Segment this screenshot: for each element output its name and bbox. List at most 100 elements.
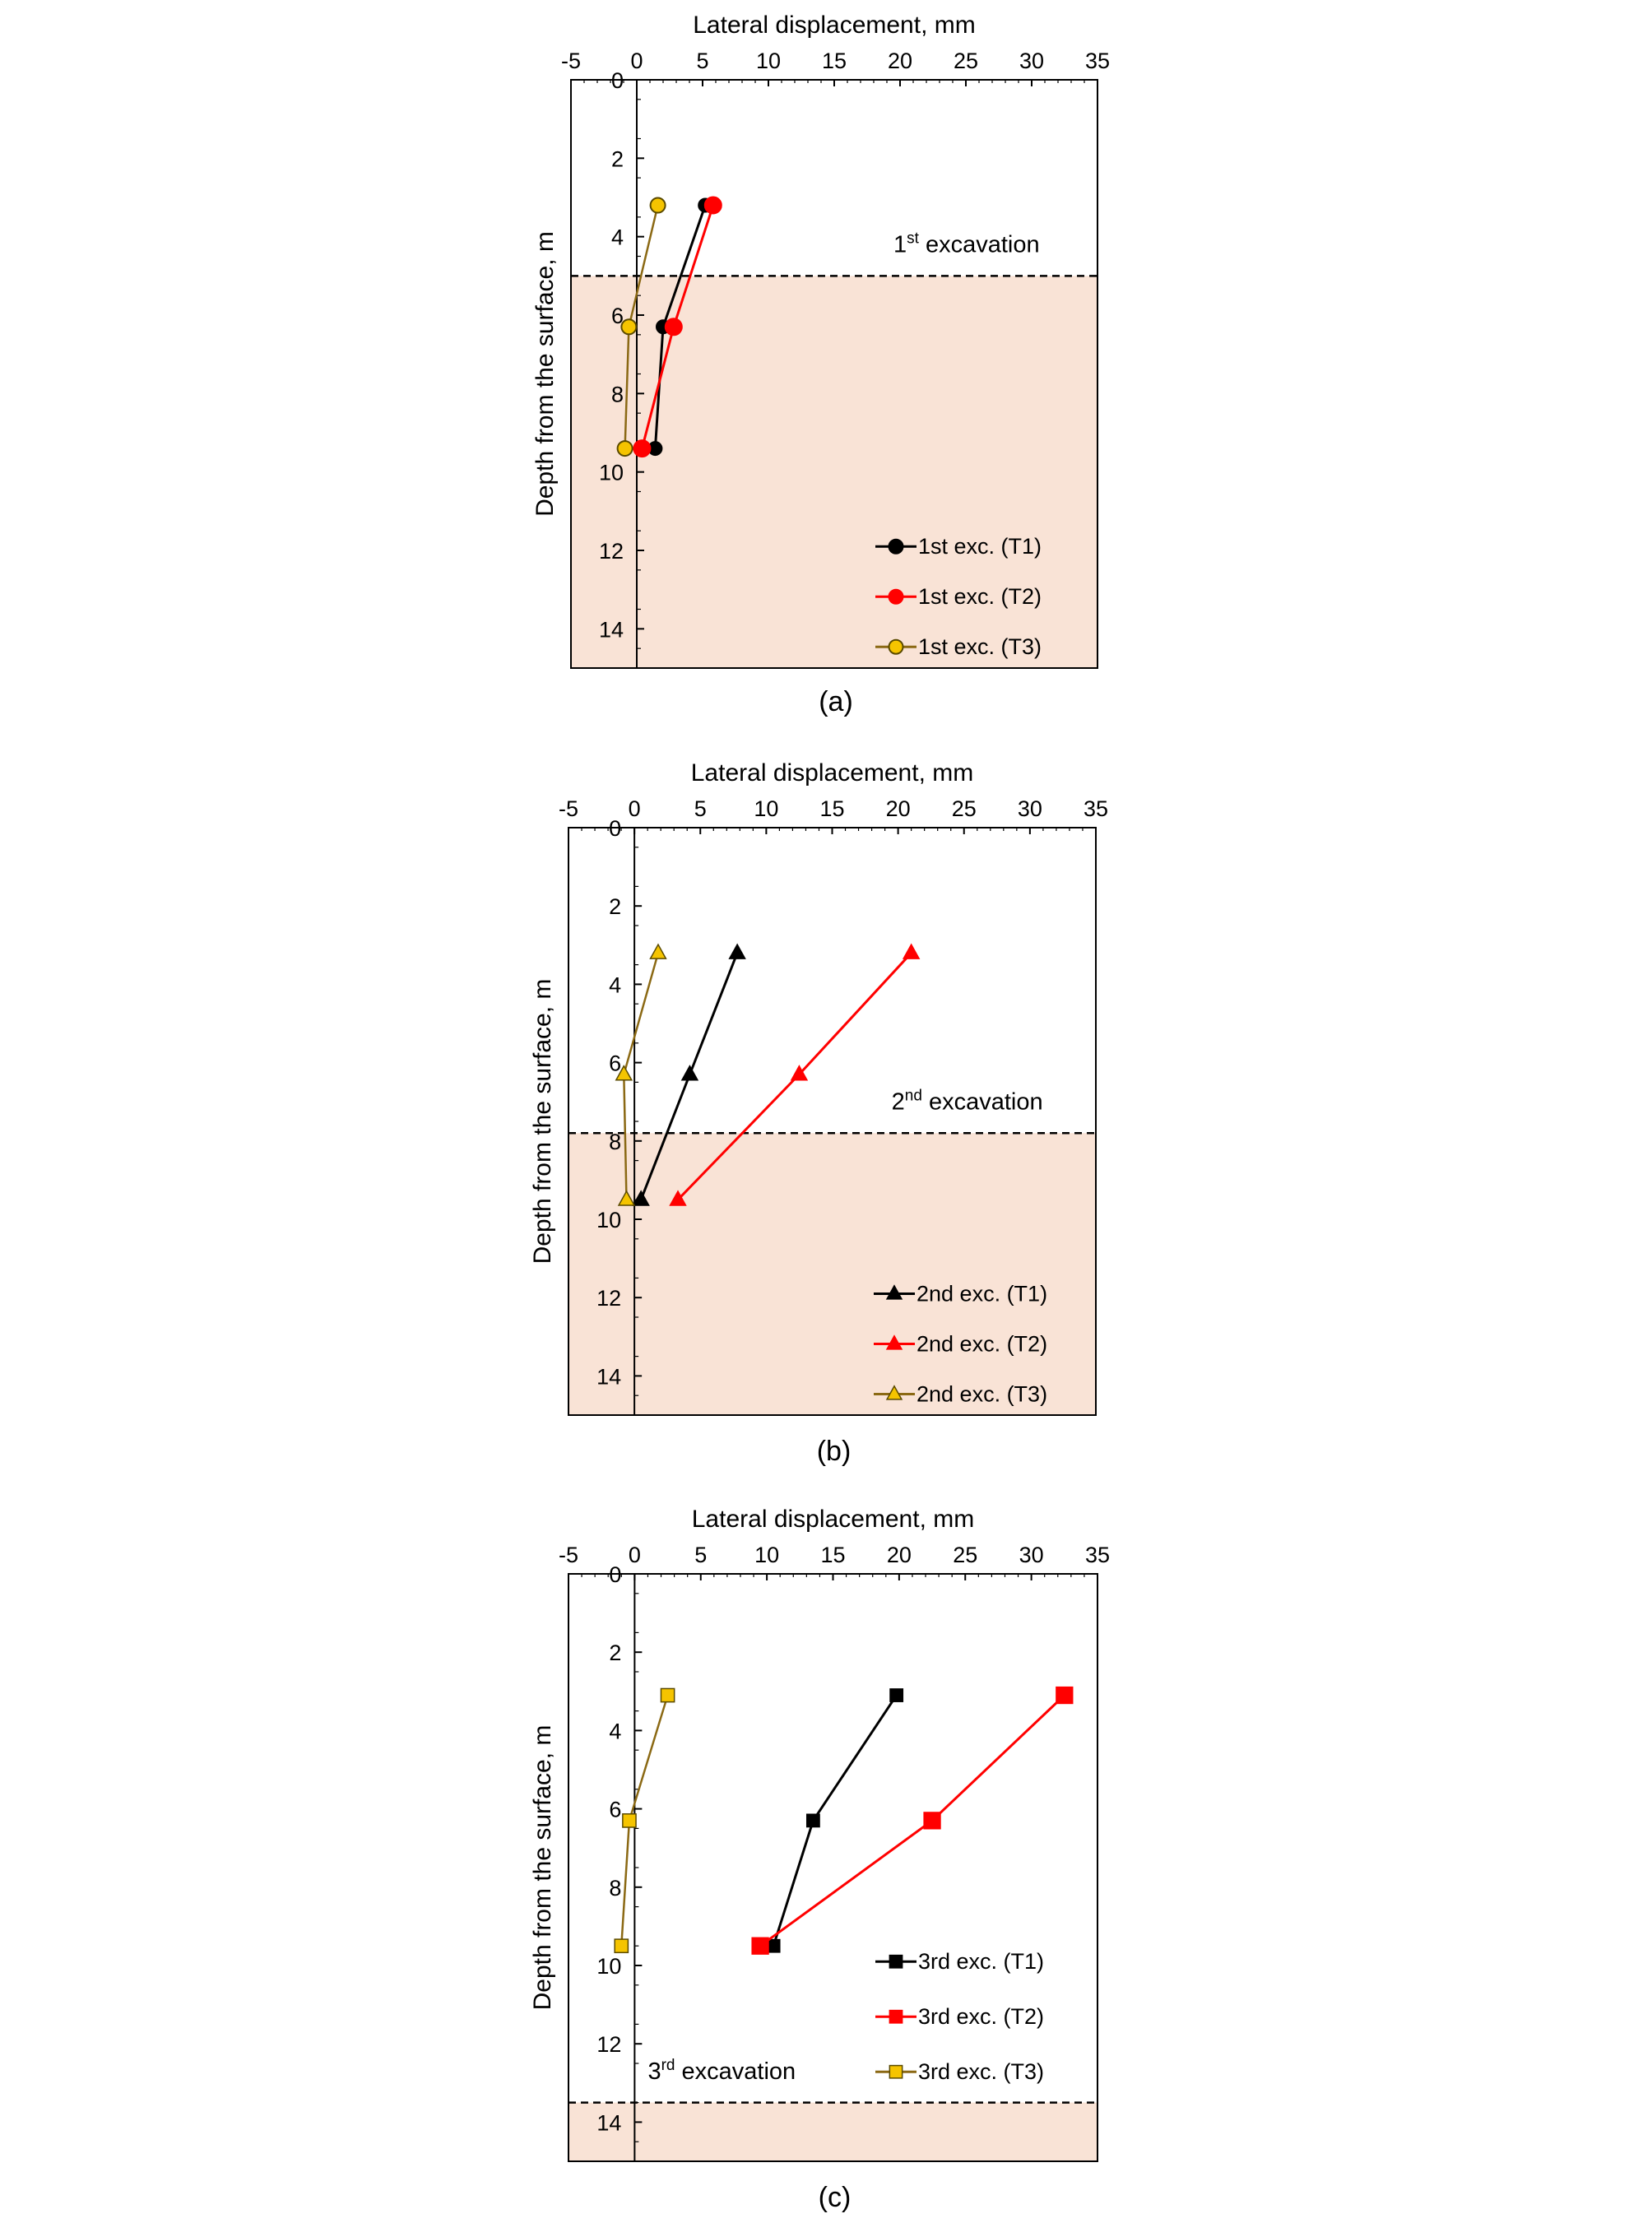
y-tick-label: 2 (609, 894, 621, 919)
x-tick-label: 10 (756, 49, 781, 73)
x-tick-label: 25 (954, 49, 978, 73)
x-tick-label: 20 (888, 49, 912, 73)
x-tick-label: 10 (754, 796, 778, 821)
data-point-t1 (805, 1813, 820, 1828)
y-tick-label: 6 (609, 1051, 621, 1076)
y-tick-label: 8 (611, 382, 624, 406)
x-tick-label: 0 (629, 796, 641, 821)
data-point-t2 (633, 439, 652, 458)
data-point-t2 (751, 1937, 769, 1955)
x-tick-label: 25 (952, 796, 977, 821)
data-point-t1 (728, 943, 746, 959)
y-tick-label: 0 (609, 816, 621, 841)
panel-label: (b) (817, 1436, 852, 1467)
legend-marker-t1 (889, 1954, 903, 1969)
x-tick-label: 15 (819, 796, 844, 821)
y-tick-label: 14 (596, 1364, 621, 1389)
x-tick-label: 15 (822, 49, 847, 73)
legend-label-t2: 3rd exc. (T2) (918, 2004, 1044, 2029)
data-point-t3 (649, 943, 667, 959)
x-tick-label: 35 (1084, 796, 1108, 821)
series-line-t1 (772, 1694, 898, 1947)
y-tick-label: 12 (596, 2032, 621, 2057)
legend-marker-t3 (888, 638, 904, 655)
y-tick-label: 10 (596, 1954, 621, 1979)
y-tick-label: 14 (596, 2110, 621, 2135)
data-point-t3 (614, 1938, 629, 1954)
data-point-t2 (923, 1812, 941, 1830)
data-point-t3 (660, 1687, 675, 1703)
x-tick-label: 10 (754, 1543, 779, 1567)
excavation-label: 1st excavation (893, 230, 1040, 258)
x-tick-label: 30 (1019, 1543, 1044, 1567)
x-tick-label: 5 (694, 1543, 707, 1567)
x-tick-label: -5 (559, 796, 578, 821)
y-tick-label: 6 (609, 1798, 621, 1822)
legend-label-t2: 1st exc. (T2) (918, 584, 1042, 609)
x-tick-label: 35 (1085, 49, 1110, 73)
x-axis-title: Lateral displacement, mm (693, 12, 975, 39)
x-axis-title: Lateral displacement, mm (691, 759, 973, 787)
panel-label: (a) (819, 686, 853, 717)
y-tick-label: 12 (596, 1286, 621, 1311)
excavated-zone (571, 276, 1097, 668)
data-point-t1 (889, 1688, 904, 1702)
y-tick-label: 10 (596, 1208, 621, 1232)
y-tick-label: 4 (609, 1719, 621, 1743)
y-tick-label: 8 (609, 1130, 621, 1154)
data-point-t3 (649, 197, 666, 214)
y-tick-label: 0 (611, 68, 624, 93)
y-tick-label: 12 (599, 539, 624, 564)
data-point-t3 (615, 1065, 633, 1081)
data-point-t1 (632, 1190, 650, 1206)
x-tick-label: 15 (820, 1543, 845, 1567)
legend-marker-t2 (885, 1334, 903, 1350)
x-tick-label: 20 (886, 796, 911, 821)
panel-label: (c) (819, 2182, 852, 2213)
x-tick-label: 30 (1019, 49, 1044, 73)
excavation-label: 2nd excavation (892, 1088, 1043, 1116)
y-tick-label: 4 (611, 225, 624, 250)
chart-panel-2: 2nd excavation -5 0 5 10 15 20 25 30 35 0 2 4 6 8 10 12 1… (529, 759, 1108, 1467)
x-tick-label: 25 (953, 1543, 977, 1567)
data-point-t2 (669, 1190, 687, 1206)
data-point-t2 (1056, 1686, 1074, 1705)
excavated-zone (568, 2102, 1097, 2161)
legend-label-t3: 2nd exc. (T3) (916, 1381, 1047, 1406)
legend-marker-t2 (888, 588, 904, 605)
y-tick-label: 14 (599, 617, 624, 642)
chart-panel-1: 1st excavation -5 0 5 10 15 20 25 30 35 0 2 4 6 8 10 12 1… (531, 12, 1110, 717)
x-tick-label: -5 (561, 49, 581, 73)
legend-marker-t3 (885, 1385, 903, 1400)
y-tick-label: 2 (609, 1641, 621, 1665)
data-point-t2 (790, 1065, 809, 1081)
excavated-zone (568, 1133, 1096, 1415)
legend-marker-t1 (885, 1284, 903, 1300)
y-tick-label: 6 (611, 304, 624, 328)
data-point-t3 (616, 440, 633, 457)
legend-label-t3: 1st exc. (T3) (918, 634, 1042, 659)
chart-panel-3: 3rd excavation -5 0 5 10 15 20 25 30 35 0 2 4 6 8 10 12 1… (529, 1506, 1110, 2213)
legend-label-t1: 1st exc. (T1) (918, 534, 1042, 559)
x-tick-label: 20 (887, 1543, 912, 1567)
x-tick-label: 35 (1085, 1543, 1110, 1567)
y-tick-label: 8 (609, 1876, 621, 1900)
data-point-t3 (622, 1813, 637, 1828)
excavation-label: 3rd excavation (647, 2057, 796, 2085)
x-tick-label: -5 (559, 1543, 578, 1567)
y-axis-title: Depth from the surface, m (529, 979, 556, 1265)
data-point-t3 (617, 1190, 636, 1206)
series-line-t2 (759, 1694, 1065, 1947)
legend-marker-t2 (889, 2009, 903, 2024)
y-tick-label: 4 (609, 972, 621, 997)
legend-label-t1: 2nd exc. (T1) (916, 1281, 1047, 1306)
x-tick-label: 5 (696, 49, 708, 73)
x-tick-label: 0 (629, 1543, 641, 1567)
y-tick-label: 2 (611, 146, 624, 171)
legend-marker-t1 (888, 538, 904, 555)
y-tick-label: 10 (599, 461, 624, 485)
data-point-t2 (902, 943, 921, 959)
legend-marker-t3 (889, 2064, 903, 2079)
y-tick-label: 0 (609, 1562, 621, 1587)
